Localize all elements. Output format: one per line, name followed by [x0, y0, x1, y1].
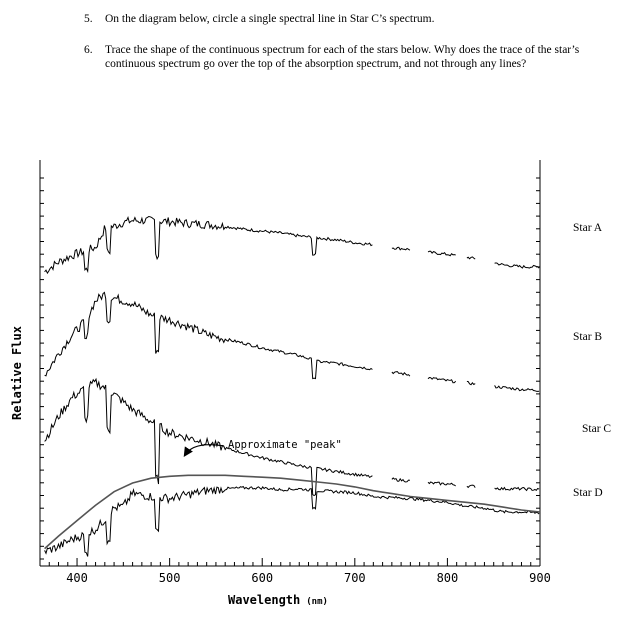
spectrum-star-a [44, 215, 540, 275]
question-5-number: 5. [84, 13, 93, 25]
spectrum-star-d [44, 485, 540, 557]
label-star-c: Star C [582, 423, 611, 435]
x-tick-label: 900 [529, 571, 551, 585]
y-ticks [40, 177, 540, 560]
plot-frame [39, 160, 541, 567]
y-axis-title: Relative Flux [10, 326, 24, 420]
x-tick-label: 700 [344, 571, 366, 585]
continuum-fit-line [44, 474, 541, 550]
question-6-number: 6. [84, 44, 93, 56]
label-star-d: Star D [573, 487, 603, 499]
x-tick-labels: 400 500 600 700 800 900 [66, 571, 551, 585]
x-tick-label: 800 [437, 571, 459, 585]
x-tick-label: 400 [66, 571, 88, 585]
spectra [44, 215, 540, 557]
label-star-b: Star B [573, 331, 602, 343]
x-tick-label: 600 [251, 571, 273, 585]
label-star-a: Star A [573, 222, 603, 234]
x-ticks [39, 558, 541, 566]
peak-arrow [183, 444, 225, 458]
x-axis-title: Wavelength (nm) [228, 593, 328, 607]
peak-annotation: Approximate "peak" [228, 439, 342, 451]
question-5-text: On the diagram below, circle a single sp… [105, 13, 435, 25]
star-labels: Star A Star B Star C Star D [573, 222, 611, 499]
x-axis-label: Wavelength [228, 593, 300, 607]
question-6-text: Trace the shape of the continuous spectr… [105, 44, 580, 70]
spectrum-star-b [44, 291, 540, 392]
x-tick-label: 500 [159, 571, 181, 585]
x-axis-unit: (nm) [306, 597, 328, 607]
spectrum-star-c [44, 377, 540, 497]
